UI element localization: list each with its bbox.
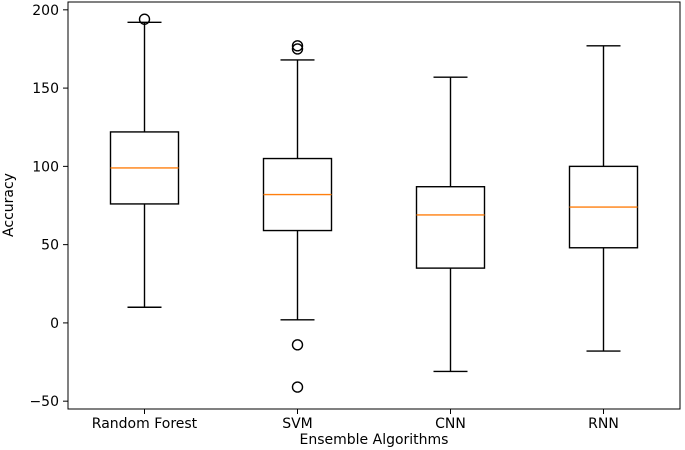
x-tick-label: Random Forest [92, 416, 198, 432]
box-group [262, 40, 333, 393]
x-tick-label: CNN [435, 416, 466, 432]
x-tick-label: SVM [282, 416, 313, 432]
y-axis: −50 0 50 100 150 200 [29, 3, 68, 410]
box-group [568, 45, 639, 352]
outlier-point [291, 40, 304, 52]
y-tick-label: 50 [41, 238, 59, 254]
x-tick-label: RNN [588, 416, 619, 432]
x-axis: Random Forest SVM CNN RNN [92, 409, 619, 432]
box-group [415, 76, 486, 373]
outlier-point [138, 13, 151, 25]
y-tick-label: 100 [32, 159, 59, 175]
plot-frame [67, 1, 681, 410]
y-axis-label: Accuracy [1, 173, 17, 237]
y-tick-label: 150 [32, 81, 59, 97]
outlier-point [291, 43, 304, 55]
outlier-point [291, 339, 304, 351]
box-iqr [415, 186, 486, 269]
box-series [109, 13, 639, 393]
outlier-point [291, 381, 304, 393]
y-tick-label: 0 [50, 316, 59, 332]
y-tick-label: 200 [32, 3, 59, 19]
box-group [109, 13, 180, 308]
x-axis-label: Ensemble Algorithms [300, 432, 449, 448]
y-tick-label: −50 [29, 394, 59, 410]
